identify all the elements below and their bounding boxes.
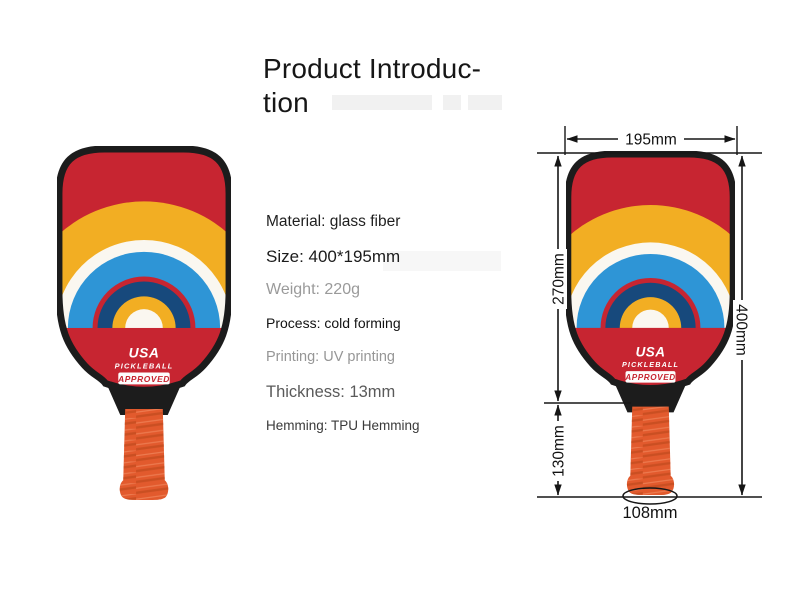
page-title: Product Introduc- tion <box>263 53 482 118</box>
watermark-remnant <box>443 95 461 110</box>
edge-guard <box>566 151 735 392</box>
grip-wrap-texture <box>119 409 169 500</box>
label-background <box>549 421 567 481</box>
brand-approved-text: APPROVED <box>117 374 170 384</box>
watermark-remnant <box>383 251 501 271</box>
brand-pickleball-text: PICKLEBALL <box>115 362 174 371</box>
label-background <box>618 130 684 148</box>
label-background <box>733 300 751 360</box>
label-background <box>549 249 567 309</box>
approved-badge <box>118 372 170 385</box>
brand-usa-text: USA <box>636 345 666 360</box>
spec-thickness: Thickness: 13mm <box>266 383 396 401</box>
spec-process: Process: cold forming <box>266 315 401 331</box>
brand-usa-text: USA <box>129 345 160 361</box>
dim-grip-end-label: 108mm <box>622 504 677 522</box>
paddle-throat <box>105 381 183 415</box>
edge-guard <box>57 146 231 394</box>
approved-badge <box>625 371 676 383</box>
total-height-label-group: 400mm <box>733 300 751 360</box>
spec-printing: Printing: UV printing <box>266 349 395 365</box>
grip-wrap-texture <box>626 406 675 495</box>
brand-pickleball-text: PICKLEBALL <box>622 360 679 369</box>
spec-material: Material: glass fiber <box>266 213 401 230</box>
handle-height-label-group: 130mm <box>549 421 568 481</box>
watermark-remnant <box>332 95 432 110</box>
spec-hemming: Hemming: TPU Hemming <box>266 418 420 433</box>
dim-width-label: 195mm <box>625 132 677 149</box>
paddle-photo-left: USA PICKLEBALL APPROVED <box>57 146 231 500</box>
paddle-throat <box>613 379 688 413</box>
face-height-label-group: 270mm <box>549 249 568 309</box>
width-dimension-label-group: 195mm <box>618 130 684 149</box>
dim-total-height-label: 400mm <box>733 304 750 356</box>
dim-face-height-label: 270mm <box>551 253 568 305</box>
watermark-remnant <box>468 95 502 110</box>
paddle-face-artwork <box>58 149 230 391</box>
spec-size: Size: 400*195mm <box>266 247 401 266</box>
spec-weight: Weight: 220g <box>266 281 360 298</box>
dim-handle-height-label: 130mm <box>551 425 568 477</box>
brand-approved-text: APPROVED <box>624 373 675 382</box>
paddle-photo-right: USA PICKLEBALL APPROVED <box>566 151 735 495</box>
